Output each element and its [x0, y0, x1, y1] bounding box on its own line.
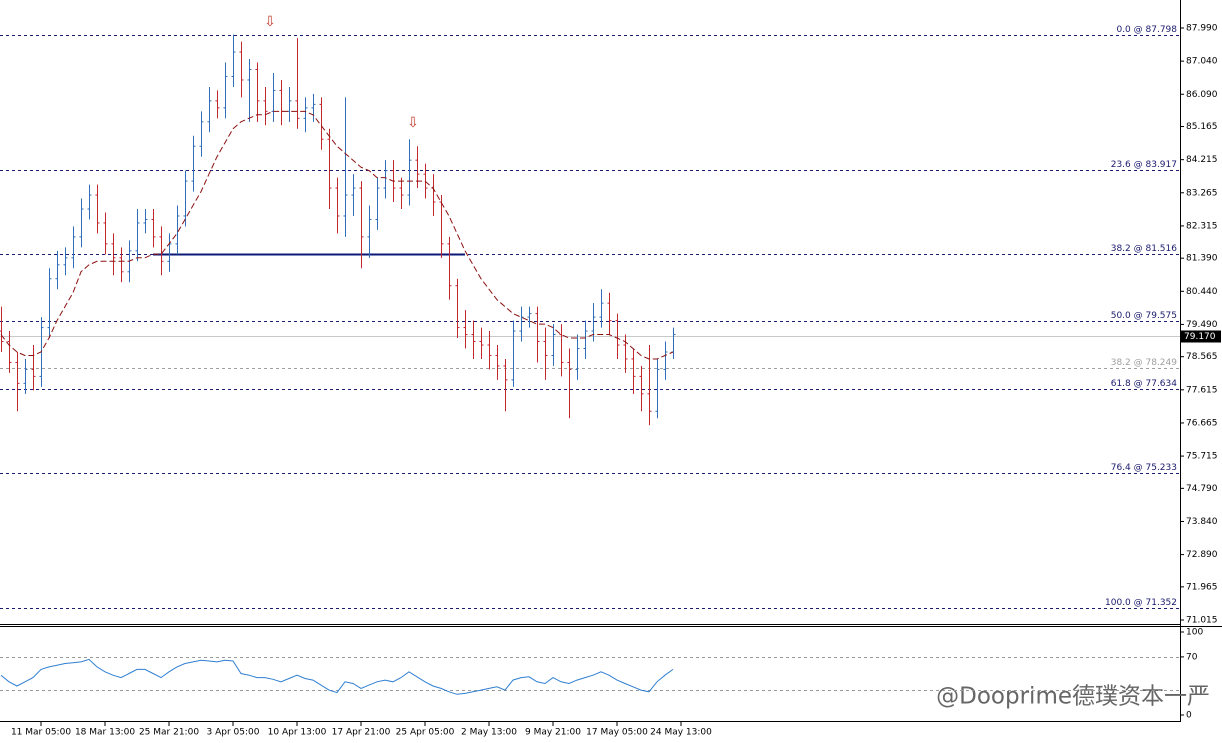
y-tick-label: 75.715 — [1186, 452, 1218, 462]
fractal-arrow: ⇩ — [407, 115, 419, 131]
fib-label: 100.0 @ 71.352 — [1105, 598, 1177, 608]
y-tick-label: 78.565 — [1186, 352, 1218, 362]
y-tick-label: 83.265 — [1186, 188, 1218, 198]
fractal-arrow: ⇩ — [264, 14, 276, 30]
y-tick-label: 74.790 — [1186, 484, 1218, 494]
y-tick-label: 84.215 — [1186, 155, 1218, 165]
rsi-line — [0, 658, 674, 695]
fib-label: 61.8 @ 77.634 — [1111, 379, 1178, 389]
x-tick-label: 10 Apr 13:00 — [268, 728, 327, 738]
fib-label: 38.2 @ 78.249 — [1111, 358, 1178, 368]
y-tick-label: 82.315 — [1186, 221, 1218, 231]
fib-label: 38.2 @ 81.516 — [1111, 244, 1178, 254]
x-tick-label: 17 Apr 21:00 — [332, 728, 391, 738]
fib-label: 76.4 @ 75.233 — [1111, 463, 1177, 473]
x-tick-label: 25 Apr 05:00 — [396, 728, 455, 738]
y-tick-label: 80.440 — [1186, 287, 1218, 297]
x-tick-label: 18 Mar 13:00 — [75, 728, 135, 738]
y-tick-label: 85.165 — [1186, 122, 1218, 132]
y-tick-label: 71.015 — [1186, 615, 1218, 625]
x-tick-label: 11 Mar 05:00 — [11, 728, 71, 738]
rsi-tick-label: 0 — [1186, 711, 1192, 721]
x-tick-label: 3 Apr 05:00 — [207, 728, 260, 738]
y-tick-label: 87.990 — [1186, 24, 1218, 34]
y-tick-label: 71.965 — [1186, 582, 1218, 592]
x-tick-label: 25 Mar 21:00 — [139, 728, 199, 738]
y-tick-label: 86.090 — [1186, 90, 1218, 100]
rsi-tick-label: 70 — [1186, 652, 1198, 662]
y-tick-label: 72.890 — [1186, 550, 1218, 560]
x-tick-label: 2 May 13:00 — [461, 728, 517, 738]
x-tick-label: 9 May 21:00 — [525, 728, 581, 738]
current-price-label: 79.170 — [1184, 332, 1216, 342]
y-tick-label: 79.490 — [1186, 320, 1218, 330]
y-tick-label: 77.615 — [1186, 385, 1218, 395]
y-tick-label: 87.040 — [1186, 57, 1218, 67]
y-tick-label: 73.840 — [1186, 517, 1218, 527]
y-tick-label: 76.665 — [1186, 418, 1218, 428]
fib-label: 0.0 @ 87.798 — [1116, 25, 1177, 35]
rsi-tick-label: 100 — [1186, 628, 1203, 638]
fib-label: 50.0 @ 79.575 — [1111, 311, 1177, 321]
watermark: @Dooprime德璞资本一严 — [936, 684, 1210, 710]
x-tick-label: 17 May 05:00 — [586, 728, 648, 738]
moving-average — [0, 110, 674, 360]
x-tick-label: 24 May 13:00 — [650, 728, 712, 738]
current-price-box — [1181, 330, 1221, 343]
fib-label: 23.6 @ 83.917 — [1111, 160, 1177, 170]
y-tick-label: 81.390 — [1186, 254, 1218, 264]
